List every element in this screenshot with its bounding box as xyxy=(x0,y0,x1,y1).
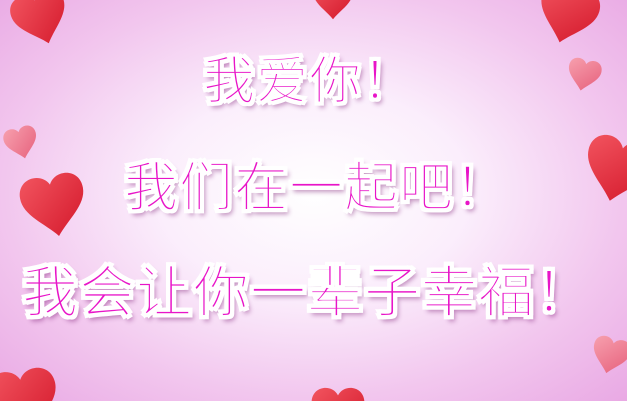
heart-icon xyxy=(1,123,42,163)
love-message-line-3: 我会让你一辈子幸福！ xyxy=(22,261,592,326)
love-message-line-1: 我爱你！ xyxy=(202,52,416,113)
heart-icon xyxy=(564,56,604,94)
heart-icon xyxy=(313,0,353,20)
heart-icon xyxy=(531,0,604,51)
heart-icon xyxy=(311,387,365,401)
love-message-line-2: 我们在一起吧！ xyxy=(124,156,509,219)
heart-icon xyxy=(16,170,91,242)
heart-icon xyxy=(0,365,62,401)
heart-icon xyxy=(577,131,627,209)
heart-icon xyxy=(6,0,75,52)
heart-icon xyxy=(588,333,627,378)
